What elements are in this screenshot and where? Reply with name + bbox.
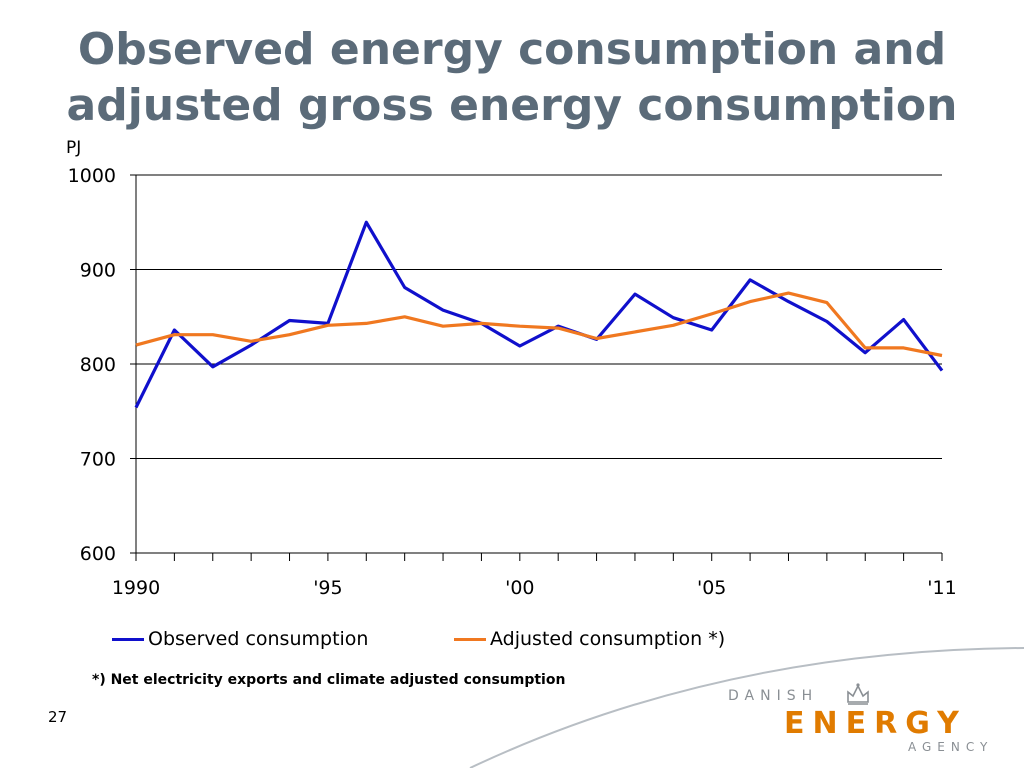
- legend-label-adjusted: Adjusted consumption *): [490, 628, 726, 650]
- slide-title: Observed energy consumption and adjusted…: [0, 22, 1024, 134]
- x-tick-label-1990: 1990: [112, 577, 160, 599]
- axes: [130, 174, 943, 561]
- series-line-adjusted: [135, 291, 943, 358]
- x-tick-label-2005: '05: [697, 577, 726, 599]
- chart-legend: Observed consumption Adjusted consumptio…: [0, 628, 1024, 656]
- series-lines: [134, 220, 944, 409]
- legend-label-observed: Observed consumption: [148, 628, 369, 650]
- logo-line-danish: DANISH: [728, 688, 819, 704]
- agency-logo: DANISH ENERGY AGENCY: [720, 680, 1010, 760]
- footnote: *) Net electricity exports and climate a…: [92, 672, 566, 688]
- legend-item-observed: Observed consumption: [112, 628, 368, 650]
- y-tick-label-800: 800: [80, 354, 116, 376]
- y-axis-unit: PJ: [66, 138, 81, 158]
- line-chart: 600 700 800 900 1000 PJ 1990 '95 '00 '05 '11: [66, 138, 957, 599]
- x-tick-label-2000: '00: [505, 577, 534, 599]
- legend-swatch-observed: [112, 637, 144, 641]
- slide-title-line-2: adjusted gross energy consumption: [66, 80, 958, 131]
- legend-swatch-adjusted: [454, 637, 486, 641]
- x-tick-label-1995: '95: [313, 577, 342, 599]
- page-number: 27: [48, 708, 68, 726]
- y-tick-label-900: 900: [80, 260, 116, 282]
- y-tick-label-600: 600: [80, 543, 116, 565]
- x-tick-label-2011: '11: [927, 577, 956, 599]
- grid-lines: [136, 174, 942, 554]
- logo-line-energy: ENERGY: [784, 706, 967, 741]
- slide-title-line-1: Observed energy consumption and: [77, 24, 947, 75]
- legend-item-adjusted: Adjusted consumption *): [454, 628, 725, 650]
- axis-labels: 600 700 800 900 1000 PJ 1990 '95 '00 '05 '11: [66, 138, 957, 599]
- crown-icon: [847, 683, 869, 705]
- series-line-observed: [134, 220, 944, 409]
- y-tick-label-1000: 1000: [68, 165, 116, 187]
- y-tick-label-700: 700: [80, 449, 116, 471]
- logo-line-agency: AGENCY: [908, 740, 994, 754]
